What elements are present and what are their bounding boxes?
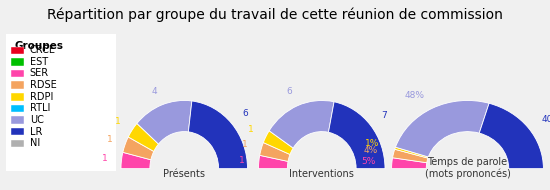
Text: Temps de parole
(mots prononcés): Temps de parole (mots prononcés) (425, 157, 510, 179)
Text: LR: LR (30, 127, 42, 137)
Bar (11, 139, 24, 147)
Text: 4: 4 (151, 87, 157, 96)
Text: 1: 1 (239, 156, 245, 165)
Wedge shape (121, 152, 151, 169)
Wedge shape (258, 155, 288, 169)
Wedge shape (269, 101, 334, 148)
Text: SER: SER (30, 68, 49, 78)
Wedge shape (479, 103, 543, 169)
Bar (11, 70, 24, 77)
Wedge shape (137, 101, 192, 144)
Text: 1: 1 (115, 117, 121, 126)
Text: 1%: 1% (365, 139, 380, 148)
Wedge shape (189, 101, 248, 169)
Text: Présents: Présents (163, 169, 205, 179)
Wedge shape (260, 142, 290, 162)
Wedge shape (128, 124, 158, 151)
Bar (11, 47, 24, 54)
Bar (11, 58, 24, 66)
Text: CRCE: CRCE (30, 45, 56, 55)
Text: 6: 6 (242, 109, 248, 118)
Text: 4%: 4% (363, 146, 377, 155)
Text: Répartition par groupe du travail de cette réunion de commission: Répartition par groupe du travail de cet… (47, 8, 503, 22)
Text: 40%: 40% (542, 115, 550, 124)
Bar (11, 116, 24, 124)
Text: RDSE: RDSE (30, 80, 57, 90)
Text: NI: NI (30, 138, 40, 148)
Bar (11, 128, 24, 135)
Wedge shape (392, 158, 427, 169)
Wedge shape (395, 101, 489, 157)
Text: 6: 6 (287, 87, 292, 97)
Wedge shape (123, 137, 154, 160)
Wedge shape (395, 147, 428, 158)
Bar (11, 93, 24, 101)
FancyBboxPatch shape (3, 32, 118, 174)
Text: 1: 1 (107, 135, 112, 144)
Wedge shape (328, 102, 385, 169)
Text: RDPI: RDPI (30, 92, 53, 102)
Wedge shape (393, 149, 428, 163)
Text: 48%: 48% (405, 91, 425, 100)
Wedge shape (263, 131, 293, 154)
Bar (11, 105, 24, 112)
Text: 1: 1 (243, 140, 248, 149)
Bar (11, 81, 24, 89)
Text: Groupes: Groupes (14, 41, 63, 51)
Text: UC: UC (30, 115, 43, 125)
Text: 7: 7 (381, 112, 387, 120)
Text: 5%: 5% (361, 158, 376, 166)
Text: 1: 1 (102, 154, 108, 163)
Text: Interventions: Interventions (289, 169, 354, 179)
Text: 1: 1 (248, 125, 254, 134)
Text: RTLI: RTLI (30, 103, 50, 113)
Text: EST: EST (30, 57, 48, 67)
